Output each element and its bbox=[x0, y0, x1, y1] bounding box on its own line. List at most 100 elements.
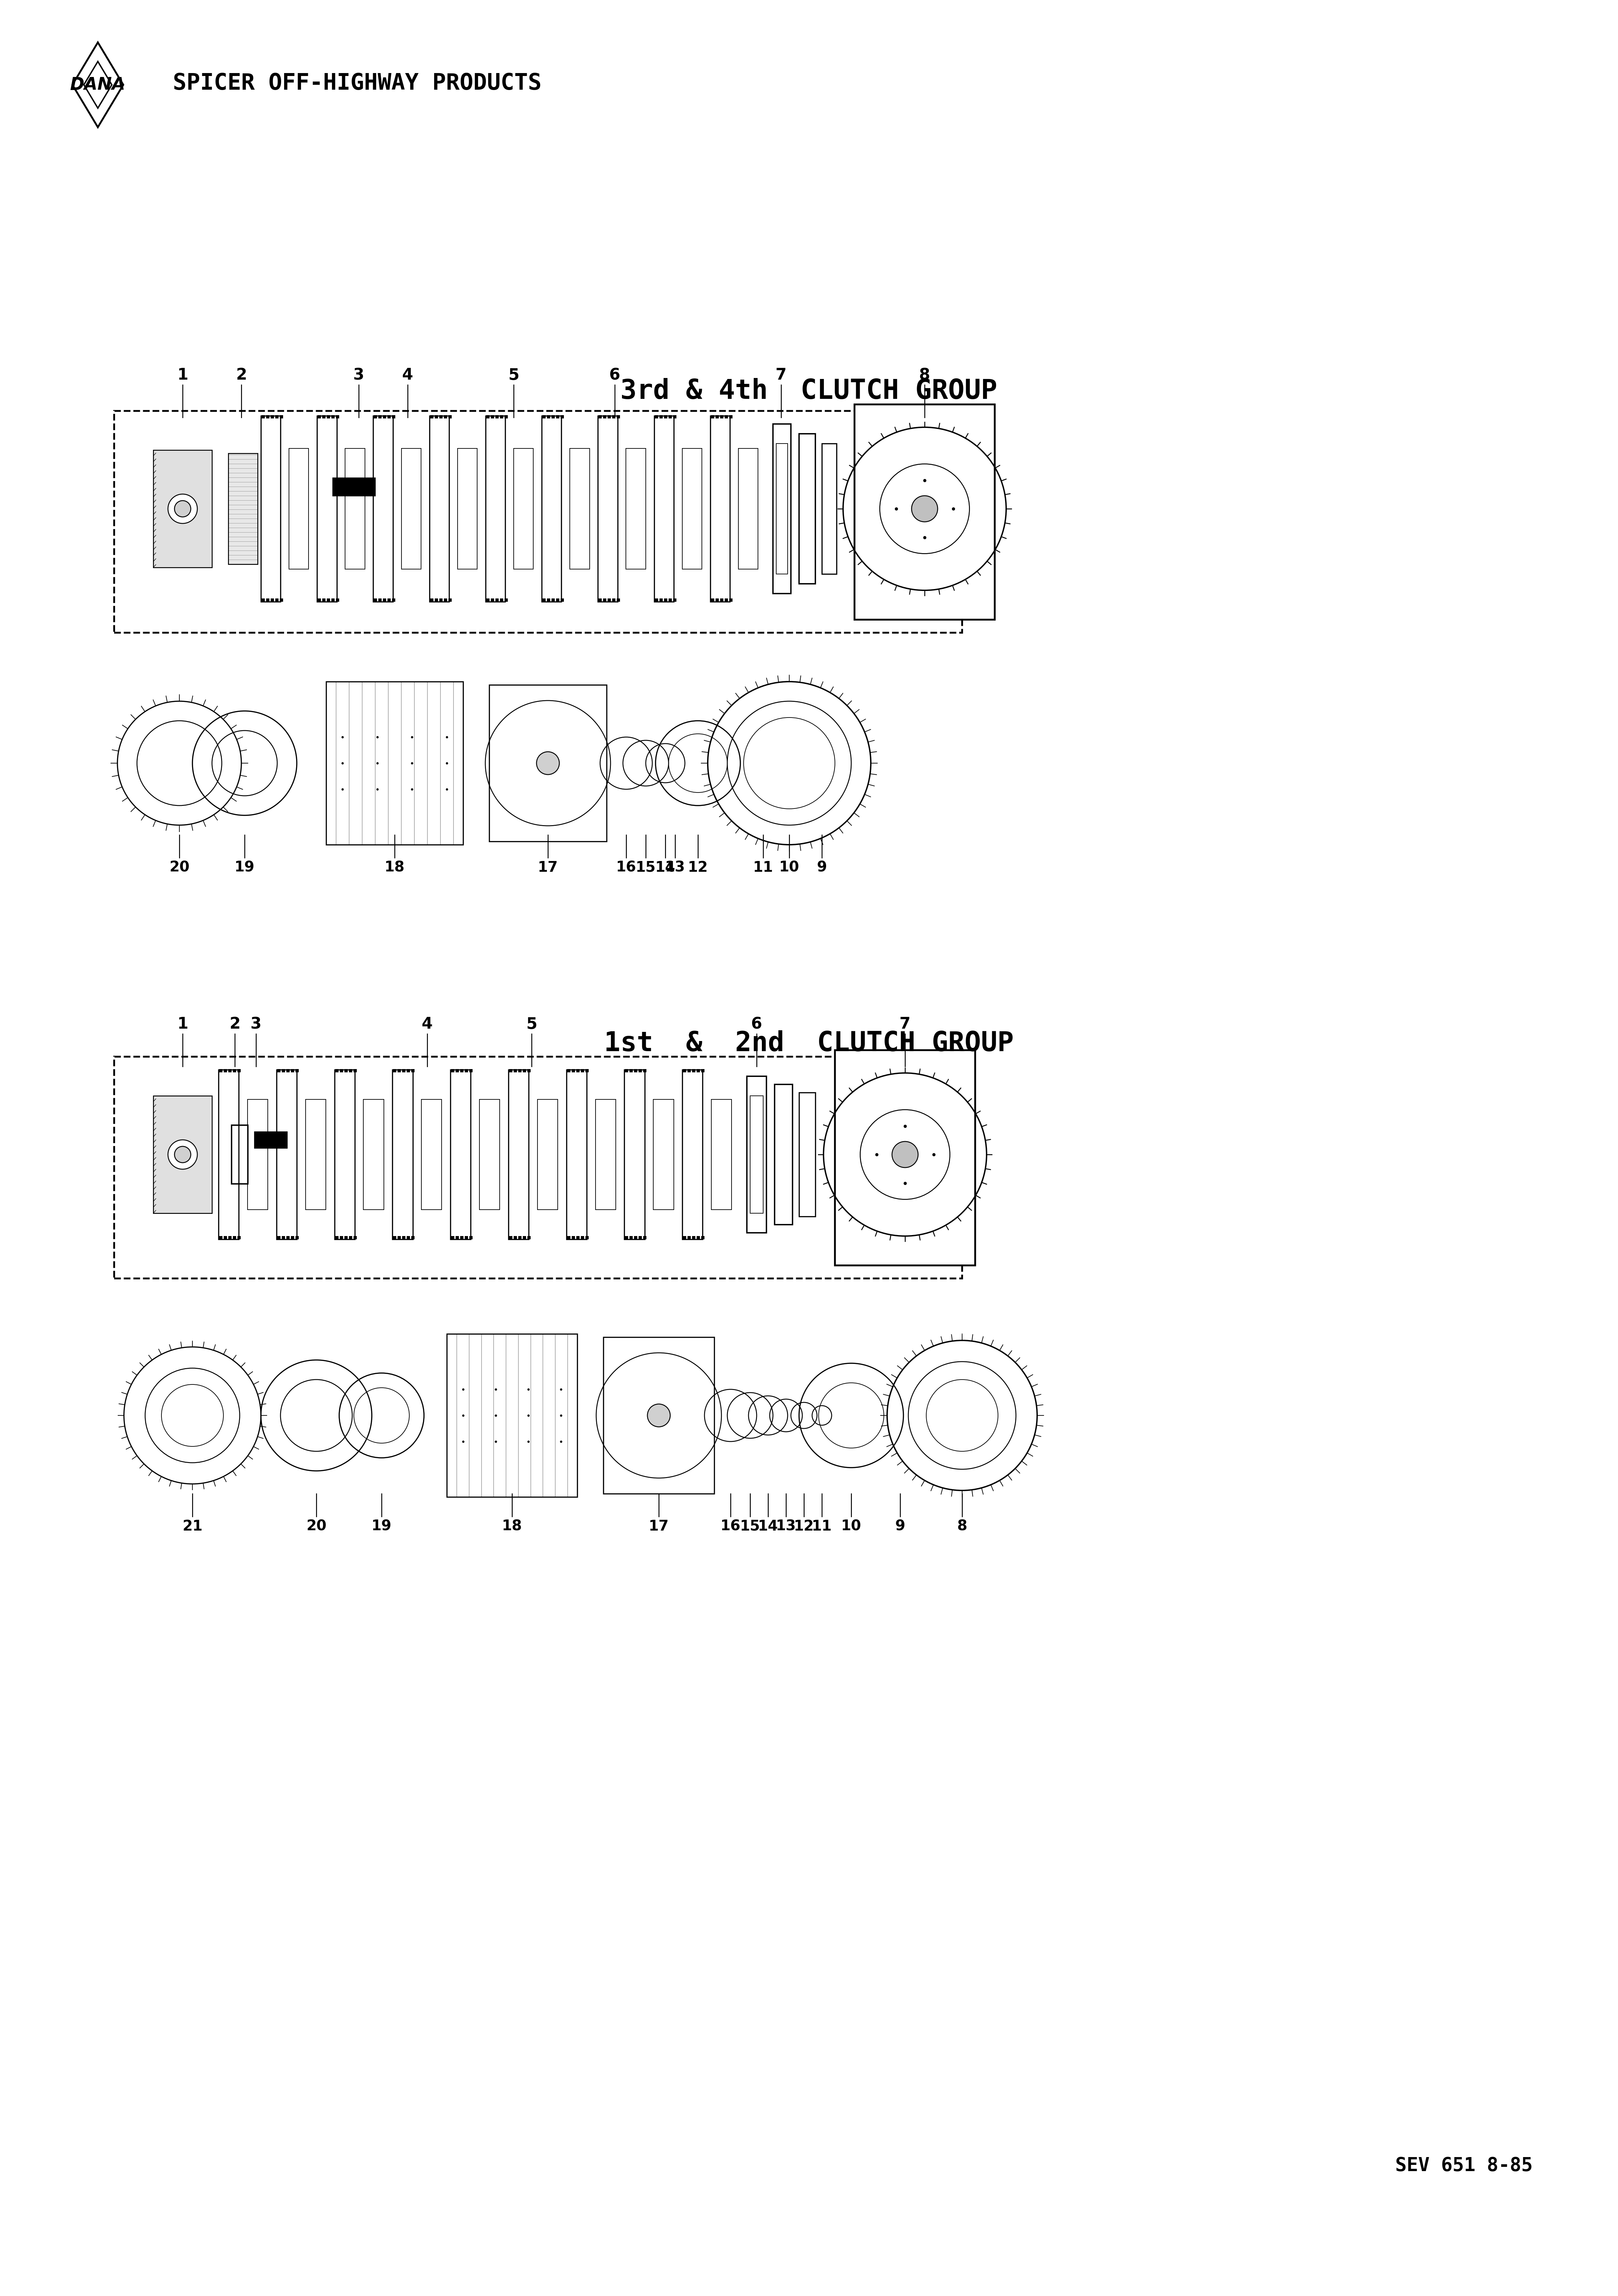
Bar bbox=[345, 1235, 348, 1240]
Bar bbox=[291, 1235, 294, 1240]
Text: 9: 9 bbox=[895, 1520, 904, 1534]
Bar bbox=[388, 599, 392, 602]
Bar bbox=[595, 1100, 616, 1210]
Bar bbox=[447, 1334, 578, 1497]
Bar bbox=[773, 425, 791, 595]
Bar bbox=[345, 1070, 348, 1072]
Bar bbox=[566, 1235, 570, 1240]
Bar bbox=[327, 416, 330, 418]
Bar bbox=[688, 1070, 691, 1072]
Bar bbox=[353, 1070, 356, 1072]
Bar bbox=[403, 1235, 406, 1240]
Bar bbox=[566, 1070, 587, 1240]
Bar bbox=[644, 1235, 647, 1240]
Bar bbox=[725, 416, 728, 418]
Bar bbox=[443, 599, 447, 602]
Bar bbox=[608, 416, 612, 418]
Bar bbox=[254, 1132, 286, 1148]
Bar bbox=[487, 599, 490, 602]
Bar bbox=[275, 416, 278, 418]
Bar bbox=[282, 1070, 285, 1072]
Bar bbox=[527, 1070, 531, 1072]
Bar bbox=[456, 1070, 460, 1072]
Bar bbox=[634, 1235, 637, 1240]
Bar bbox=[510, 1235, 513, 1240]
Bar bbox=[317, 599, 320, 602]
Text: 3: 3 bbox=[251, 1017, 262, 1031]
Bar bbox=[730, 599, 733, 602]
Text: 8: 8 bbox=[919, 367, 930, 383]
Bar bbox=[644, 1070, 647, 1072]
Bar bbox=[340, 1235, 343, 1240]
Circle shape bbox=[168, 494, 197, 523]
Bar bbox=[337, 599, 340, 602]
Text: 14: 14 bbox=[757, 1520, 778, 1534]
Bar bbox=[599, 599, 602, 602]
Text: 1: 1 bbox=[176, 1017, 188, 1031]
Bar bbox=[693, 1070, 696, 1072]
Bar bbox=[655, 599, 659, 602]
Bar bbox=[322, 416, 325, 418]
Bar bbox=[228, 1070, 231, 1072]
Bar bbox=[673, 599, 676, 602]
Bar bbox=[835, 1049, 976, 1265]
Bar bbox=[460, 1235, 463, 1240]
Text: 15: 15 bbox=[739, 1520, 760, 1534]
Bar bbox=[612, 599, 615, 602]
Bar bbox=[854, 404, 995, 620]
Bar bbox=[374, 416, 377, 418]
Bar bbox=[345, 448, 364, 569]
Bar bbox=[438, 599, 442, 602]
Bar bbox=[332, 599, 335, 602]
Bar bbox=[683, 448, 702, 569]
Bar bbox=[683, 1070, 686, 1072]
Bar bbox=[775, 1084, 793, 1224]
Text: 6: 6 bbox=[610, 367, 620, 383]
Bar bbox=[552, 599, 555, 602]
Bar bbox=[518, 1235, 521, 1240]
Text: 21: 21 bbox=[183, 1520, 202, 1534]
Text: 20: 20 bbox=[306, 1520, 327, 1534]
Text: 15: 15 bbox=[636, 861, 655, 875]
Bar bbox=[639, 1070, 642, 1072]
Bar bbox=[464, 1070, 468, 1072]
Bar bbox=[547, 416, 550, 418]
Bar bbox=[570, 448, 589, 569]
Circle shape bbox=[647, 1405, 670, 1426]
Text: 2: 2 bbox=[230, 1017, 241, 1031]
Bar bbox=[777, 443, 788, 574]
Bar bbox=[626, 448, 646, 569]
Text: 7: 7 bbox=[900, 1017, 911, 1031]
Bar bbox=[715, 599, 718, 602]
Bar bbox=[748, 1077, 767, 1233]
Bar bbox=[625, 1070, 628, 1072]
Bar bbox=[349, 1070, 353, 1072]
Bar bbox=[513, 448, 534, 569]
Bar bbox=[693, 1235, 696, 1240]
Bar bbox=[720, 599, 723, 602]
Bar bbox=[663, 416, 667, 418]
Bar bbox=[629, 1070, 633, 1072]
Bar bbox=[712, 1100, 731, 1210]
Text: 13: 13 bbox=[665, 861, 684, 875]
Bar bbox=[270, 599, 273, 602]
Bar bbox=[228, 1235, 231, 1240]
Text: 14: 14 bbox=[655, 861, 675, 875]
Text: 10: 10 bbox=[841, 1520, 861, 1534]
Bar bbox=[392, 599, 395, 602]
Text: 1st  &  2nd  CLUTCH GROUP: 1st & 2nd CLUTCH GROUP bbox=[604, 1031, 1014, 1056]
Bar bbox=[317, 416, 337, 602]
Text: 8: 8 bbox=[958, 1520, 968, 1534]
Bar bbox=[586, 1235, 589, 1240]
Bar bbox=[238, 1235, 241, 1240]
Bar bbox=[406, 1070, 409, 1072]
Text: 5: 5 bbox=[508, 367, 519, 383]
Bar bbox=[411, 1070, 414, 1072]
Circle shape bbox=[537, 751, 560, 774]
Bar bbox=[523, 1070, 526, 1072]
Bar bbox=[576, 1235, 579, 1240]
Bar bbox=[604, 1336, 714, 1495]
Text: 4: 4 bbox=[403, 367, 413, 383]
Bar bbox=[469, 1235, 472, 1240]
Bar bbox=[262, 416, 265, 418]
